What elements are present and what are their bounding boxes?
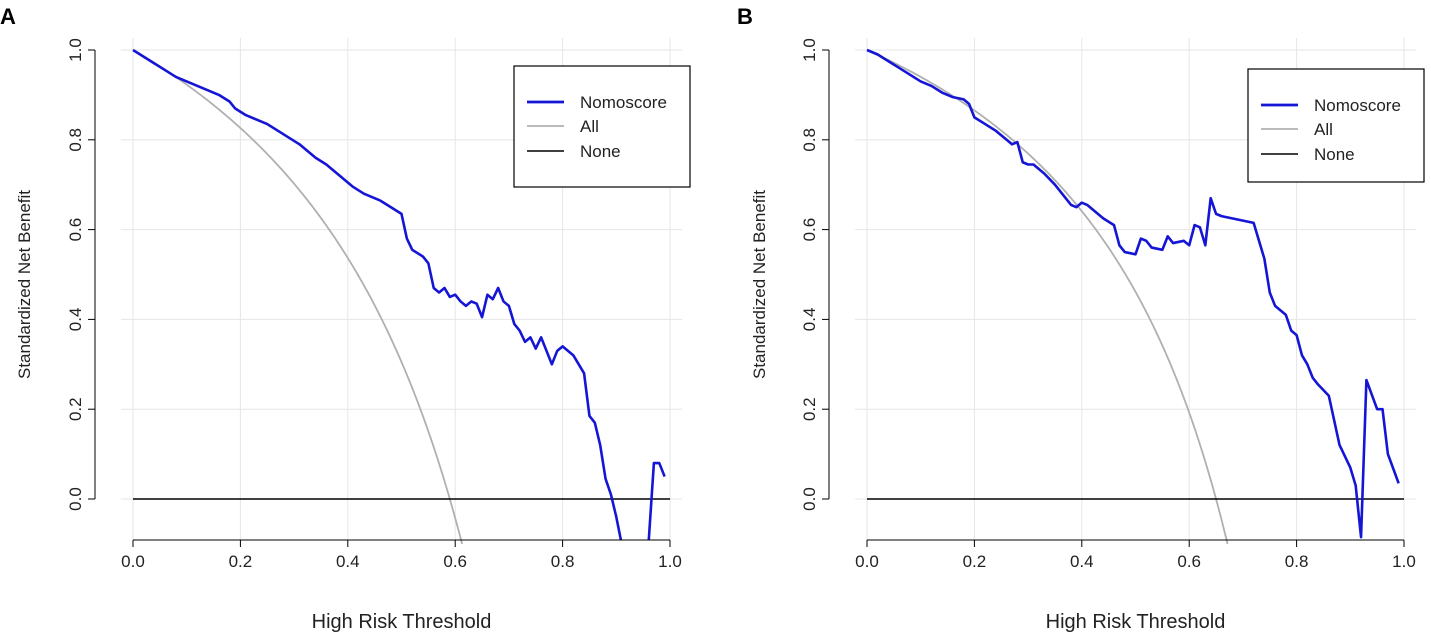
panel-b-legend-nomoscore: Nomoscore: [1314, 96, 1401, 115]
panel-a-all-curve: [132, 49, 463, 545]
panel-a: A 0.0 0.2 0.4 0.6 0.8 1.0 0.0 0.2 0.4 0.6 0.8 1.0 H…: [0, 4, 691, 633]
y-tick-label-2: 0.4: [66, 308, 85, 332]
legend-box: [1247, 68, 1425, 183]
panel-a-axes: 0.0 0.2 0.4 0.6 0.8 1.0 0.0 0.2 0.4 0.6 0.8 1.0: [66, 38, 682, 571]
x-tick-label-5: 1.0: [658, 552, 682, 571]
panel-b-grid: [855, 38, 1416, 540]
panel-a-legend-none: None: [580, 142, 621, 161]
x-tick-label-2: 0.4: [1070, 552, 1094, 571]
x-tick-label-4: 0.8: [1285, 552, 1309, 571]
y-tick-label-0: 0.0: [800, 487, 819, 511]
y-tick-label-0: 0.0: [66, 487, 85, 511]
panel-a-y-axis-title: Standardized Net Benefit: [15, 190, 34, 379]
panel-b-axes: 0.0 0.2 0.4 0.6 0.8 1.0 0.0 0.2 0.4 0.6 0.8 1.0: [800, 38, 1416, 571]
y-tick-label-4: 0.8: [800, 128, 819, 152]
all-series-path: [132, 49, 463, 545]
panel-a-legend-nomoscore: Nomoscore: [580, 93, 667, 112]
x-tick-label-1: 0.2: [229, 552, 253, 571]
y-tick-label-5: 1.0: [66, 38, 85, 62]
x-tick-label-0: 0.0: [121, 552, 145, 571]
nomoscore-series-path: [866, 48, 1400, 539]
all-series-path: [866, 49, 1229, 545]
y-tick-label-1: 0.2: [66, 397, 85, 421]
panel-a-legend-all: All: [580, 117, 599, 136]
x-tick-label-2: 0.4: [336, 552, 360, 571]
panel-b-all-curve: [866, 49, 1229, 545]
panel-b-x-axis-title: High Risk Threshold: [1046, 611, 1226, 633]
x-tick-label-5: 1.0: [1392, 552, 1416, 571]
panel-a-x-axis-title: High Risk Threshold: [312, 611, 492, 633]
panel-a-legend: Nomoscore All None: [513, 65, 691, 188]
y-tick-label-5: 1.0: [800, 38, 819, 62]
panel-a-letter: A: [0, 4, 16, 29]
y-tick-label-2: 0.4: [800, 308, 819, 332]
panel-b-nomoscore-line: [866, 48, 1400, 539]
x-tick-label-4: 0.8: [551, 552, 575, 571]
panel-a-nomoscore-line: [132, 48, 666, 540]
panel-b-letter: B: [737, 4, 753, 29]
x-tick-label-1: 0.2: [963, 552, 987, 571]
x-tick-label-0: 0.0: [855, 552, 879, 571]
y-tick-label-1: 0.2: [800, 397, 819, 421]
y-tick-label-3: 0.6: [66, 218, 85, 242]
panel-b: B 0.0 0.2 0.4 0.6 0.8 1.0 0.0 0.2 0.4 0.6 0.8 1.0 H…: [737, 4, 1425, 633]
y-tick-label-4: 0.8: [66, 128, 85, 152]
y-tick-label-3: 0.6: [800, 218, 819, 242]
panel-b-legend-all: All: [1314, 120, 1333, 139]
x-tick-label-3: 0.6: [443, 552, 467, 571]
x-tick-label-3: 0.6: [1177, 552, 1201, 571]
panel-b-legend-none: None: [1314, 145, 1355, 164]
nomoscore-series-path: [132, 48, 666, 540]
panel-b-y-axis-title: Standardized Net Benefit: [750, 190, 769, 379]
panel-b-legend: Nomoscore All None: [1247, 68, 1425, 183]
